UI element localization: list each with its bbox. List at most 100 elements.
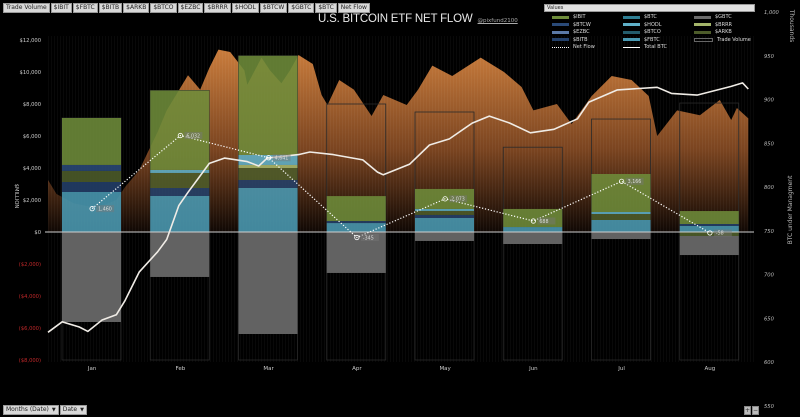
bar-hodl-feb[interactable] [150, 169, 210, 173]
filter-button-btcw[interactable]: $BTCW [259, 3, 288, 13]
bar-arkb-may[interactable] [415, 210, 474, 215]
left-axis-tick: ($4,000) [19, 294, 41, 300]
bar-fbtc-apr[interactable] [326, 223, 386, 232]
right-axis-unit: Thousands [788, 9, 795, 42]
bar-fbtc-jan[interactable] [62, 192, 121, 232]
legend-item-btcw[interactable]: $BTCW [552, 22, 623, 29]
net-flow-label-bg [625, 177, 644, 185]
legend-item-hodl[interactable]: $HODL [623, 22, 694, 29]
bar-hodl-jul[interactable] [591, 212, 651, 214]
right-axis-tick: 650 [764, 316, 775, 322]
bar-bitb-aug[interactable] [679, 224, 739, 226]
bar-ibit-jan[interactable] [62, 118, 121, 165]
zoom-out-button[interactable]: − [752, 406, 759, 415]
net-flow-point-may[interactable] [442, 196, 448, 202]
bar-fbtc-feb[interactable] [150, 196, 210, 232]
bar-fbtc-jun[interactable] [503, 227, 563, 232]
date-field-button[interactable]: Date ▼ [59, 405, 87, 415]
bar-gbtc-feb[interactable] [150, 232, 210, 277]
net-flow-label-bg [360, 234, 379, 242]
filter-button-gbtc[interactable]: $GBTC [288, 3, 315, 13]
bar-arkb-aug[interactable] [679, 232, 739, 236]
filter-button-hodl[interactable]: $HODL [231, 3, 259, 13]
bar-gbtc-jul[interactable] [591, 232, 651, 240]
months-date-field-button[interactable]: Months (Date) ▼ [3, 405, 59, 415]
legend-item-ezbc[interactable]: $EZBC [552, 29, 623, 36]
bar-btcw-jan[interactable] [62, 164, 121, 171]
legend-swatch [623, 38, 640, 42]
filter-button-bitb[interactable]: $BITB [98, 3, 123, 13]
bar-fbtc-mar[interactable] [238, 188, 298, 232]
net-flow-label-bg [713, 229, 732, 237]
net-flow-point-jun[interactable] [530, 218, 536, 224]
net-flow-label-jul: 3,166 [628, 179, 642, 185]
net-flow-point-jul[interactable] [619, 178, 625, 184]
bar-ibit-aug[interactable] [679, 211, 739, 224]
net-flow-point-feb[interactable] [177, 132, 183, 139]
right-axis-tick: 1,000 [764, 10, 780, 16]
bar-ibit-mar[interactable] [238, 55, 298, 155]
x-axis-tick-aug: Aug [705, 366, 716, 372]
right-axis-tick: 750 [764, 229, 775, 235]
net-flow-label-bg [449, 195, 468, 203]
left-axis-tick: $0 [34, 230, 41, 236]
net-flow-point-aug[interactable] [707, 230, 713, 236]
author-handle-link[interactable]: @pixfund2100 [477, 18, 518, 24]
legend-item-btco[interactable]: $BTCO [623, 29, 694, 36]
left-axis-tick: $4,000 [23, 166, 41, 172]
filter-button-trade-volume[interactable]: Trade Volume [3, 3, 50, 13]
filter-button-ezbc[interactable]: $EZBC [177, 3, 204, 13]
bar-gbtc-aug[interactable] [679, 236, 739, 256]
zoom-in-button[interactable]: + [744, 406, 751, 415]
legend-item-total-btc[interactable]: Total BTC [623, 44, 694, 51]
bar-gbtc-may[interactable] [415, 232, 474, 241]
left-axis-tick: ($8,000) [19, 358, 41, 364]
bar-bitb-jan[interactable] [62, 182, 121, 192]
bar-gbtc-jun[interactable] [503, 232, 563, 244]
bar-gbtc-mar[interactable] [238, 232, 298, 334]
bar-ibit-feb[interactable] [150, 90, 210, 170]
x-axis-tick-feb: Feb [176, 366, 186, 372]
bar-brrr-mar[interactable] [238, 164, 298, 168]
legend-item-brrr[interactable]: $BRRR [694, 22, 763, 29]
legend-header[interactable]: Values [544, 4, 755, 12]
legend-item-gbtc[interactable]: $GBTC [694, 14, 763, 21]
filter-button-fbtc[interactable]: $FBTC [72, 3, 98, 13]
bar-arkb-jan[interactable] [62, 170, 121, 182]
bar-fbtc-aug[interactable] [679, 226, 739, 232]
net-flow-point-jan[interactable] [89, 206, 95, 212]
net-flow-point-mar[interactable] [266, 155, 272, 161]
bar-bitb-mar[interactable] [238, 180, 298, 188]
legend-item-net-flow[interactable]: Net Flow [552, 44, 623, 51]
legend-item-btc[interactable]: $BTC [623, 14, 694, 21]
legend-item-bitb[interactable]: $BITB [552, 37, 623, 44]
legend-item-trade-volume[interactable]: Trade Volume [694, 37, 763, 44]
filter-button-net-flow[interactable]: Net Flow [337, 3, 370, 13]
filter-button-btc[interactable]: $BTC [315, 3, 337, 13]
net-flow-label-may: 2,073 [451, 197, 465, 203]
bar-ibit-apr[interactable] [326, 196, 386, 222]
bar-arkb-jul[interactable] [591, 214, 651, 220]
filter-button-brrr[interactable]: $BRRR [204, 3, 231, 13]
left-axis-tick: $10,000 [20, 70, 41, 76]
bar-hodl-may[interactable] [415, 208, 474, 211]
bar-ibit-jun[interactable] [503, 208, 563, 228]
legend-swatch [694, 23, 711, 27]
bar-gbtc-jan[interactable] [62, 232, 121, 322]
filter-button-ibit[interactable]: $IBIT [50, 3, 72, 13]
net-flow-point-apr[interactable] [354, 234, 360, 241]
legend-item-ibit[interactable]: $IBIT [552, 14, 623, 21]
bar-arkb-mar[interactable] [238, 168, 298, 180]
legend-swatch [694, 15, 711, 19]
bar-gbtc-apr[interactable] [326, 232, 386, 273]
legend-item-arkb[interactable]: $ARKB [694, 29, 763, 36]
bar-bitb-may[interactable] [415, 214, 474, 218]
bar-bitb-apr[interactable] [326, 221, 386, 224]
legend-item-fbtc[interactable]: $FBTC [623, 37, 694, 44]
bar-fbtc-may[interactable] [415, 218, 474, 232]
bar-bitb-feb[interactable] [150, 188, 210, 196]
filter-button-arkb[interactable]: $ARKB [123, 3, 150, 13]
bar-fbtc-jul[interactable] [591, 220, 651, 232]
filter-button-btco[interactable]: $BTCO [150, 3, 177, 13]
legend-label: $EZBC [573, 29, 590, 36]
